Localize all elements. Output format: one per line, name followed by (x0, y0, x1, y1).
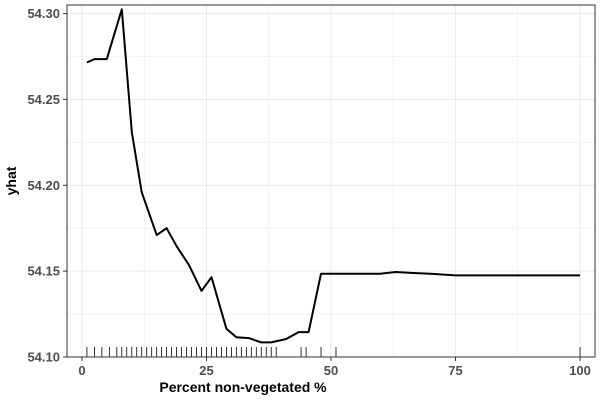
x-axis-ticks: 0 25 50 75 100 (78, 357, 591, 378)
x-tick-label: 0 (78, 363, 85, 378)
y-tick-label: 54.10 (27, 350, 60, 365)
y-axis-ticks: 54.10 54.15 54.20 54.25 54.30 (27, 6, 67, 365)
x-axis-title: Percent non-vegetated % (159, 379, 327, 395)
x-tick-label: 25 (199, 363, 213, 378)
y-tick-label: 54.25 (27, 92, 60, 107)
y-tick-label: 54.15 (27, 264, 60, 279)
x-tick-label: 100 (569, 363, 591, 378)
y-tick-label: 54.20 (27, 178, 60, 193)
rug (86, 347, 581, 357)
series-line (86, 8, 581, 344)
y-axis-title: yhat (3, 166, 19, 195)
y-tick-label: 54.30 (27, 6, 60, 21)
x-tick-label: 50 (324, 363, 338, 378)
x-tick-label: 75 (448, 363, 462, 378)
